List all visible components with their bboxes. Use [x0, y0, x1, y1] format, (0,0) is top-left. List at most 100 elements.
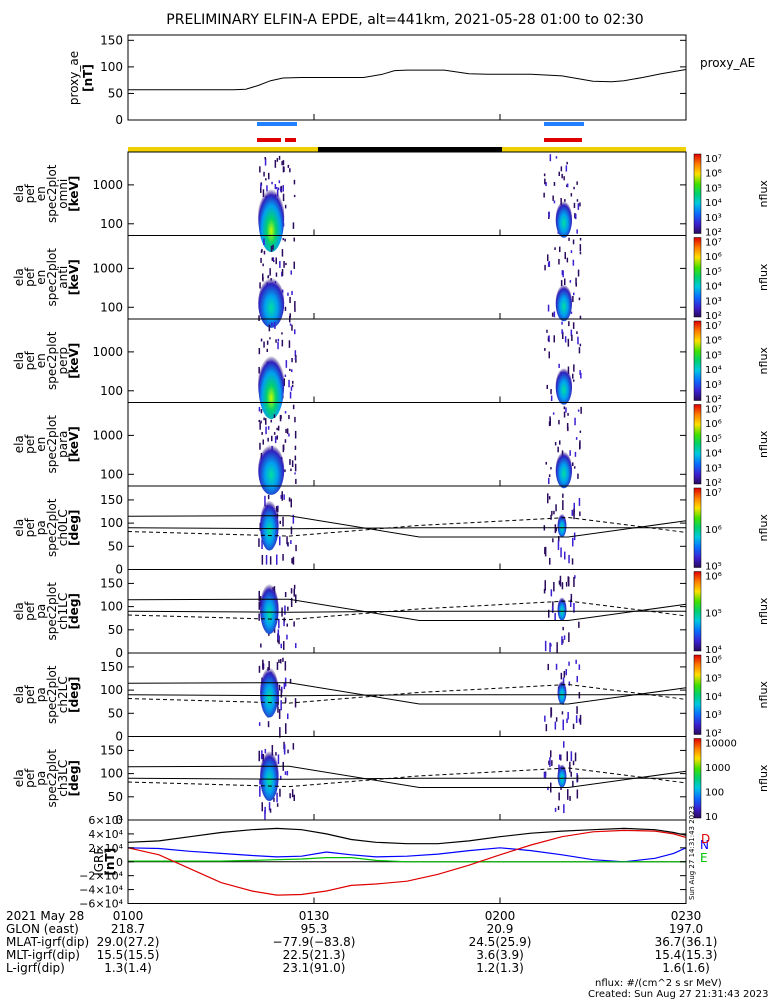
- panel-ylabel-line: ela: [12, 602, 26, 620]
- spectrogram-pixel: [290, 386, 293, 391]
- spectrogram-pixel: [263, 171, 265, 177]
- pitch-pixel: [261, 802, 263, 812]
- spectrogram-pixel: [293, 237, 295, 242]
- ytick-label: 100: [100, 384, 123, 398]
- pitch-pixel: [293, 794, 295, 801]
- dashed-reference-line: [127, 600, 687, 621]
- xaxis-row-value: −77.9(−83.8): [273, 935, 356, 949]
- ytick-label: 0: [115, 646, 123, 660]
- pitch-pixel: [568, 632, 570, 642]
- spectrogram-pixel: [273, 414, 276, 418]
- pitch-pixel: [291, 558, 293, 564]
- spectrogram-pixel: [564, 336, 567, 343]
- pitch-pixel: [560, 547, 562, 558]
- spectrogram-pixel: [275, 339, 277, 343]
- spectrogram-pixel: [560, 166, 563, 172]
- pitch-pixel: [289, 793, 291, 799]
- igrf-series-total: [127, 827, 687, 845]
- spectrogram-burst-1: [258, 181, 285, 253]
- spectrogram-pixel: [561, 329, 563, 335]
- pitch-burst-1: [260, 750, 279, 801]
- colorbar-tick-label: 10⁶: [705, 655, 722, 666]
- spectrogram-burst-1: [258, 348, 285, 420]
- spectrogram-pixel: [579, 430, 582, 433]
- spectrogram-pixel: [282, 160, 285, 166]
- spectrogram-pixel: [566, 184, 568, 187]
- pitch-pixel: [563, 670, 566, 678]
- pitch-pixel: [575, 659, 577, 664]
- pitch-pixel: [544, 773, 547, 779]
- loss-cone-line: [127, 682, 687, 705]
- pitch-pixel: [292, 743, 295, 750]
- spectrogram-pixel: [558, 363, 560, 368]
- spectrogram-pixel: [261, 432, 263, 435]
- spectrogram-pixel: [260, 257, 262, 263]
- spectrogram-pixel: [271, 257, 274, 261]
- spectrogram-pixel: [294, 350, 297, 357]
- anti-loss-cone-line: [127, 777, 686, 780]
- spectrogram-pixel: [543, 192, 545, 198]
- pitch-pixel: [562, 639, 564, 644]
- colorbar-label: nflux: [757, 430, 770, 458]
- colorbar: [693, 153, 702, 234]
- spectrogram-pixel: [573, 292, 575, 296]
- spectrogram-pixel: [558, 259, 560, 265]
- spectrogram-pixel: [574, 213, 576, 219]
- ytick-label: −6×10⁴: [79, 898, 123, 911]
- pitch-pixel: [558, 536, 560, 542]
- pitch-pixel: [562, 500, 564, 510]
- pitch-pixel: [277, 706, 279, 713]
- spectrogram-pixel: [288, 433, 290, 437]
- pitch-pixel: [549, 757, 551, 767]
- pitch-pixel: [287, 749, 289, 754]
- loss-cone-line: [127, 765, 687, 788]
- ae-ylabel-line-2: [nT]: [81, 64, 95, 92]
- spectrogram-pixel: [265, 418, 267, 425]
- colorbar-tick-label: 10²: [705, 478, 722, 489]
- xaxis-row: L-igrf(dip) 1.3(1.4) 23.1(91.0) 1.2(1.3) 1.6…: [6, 961, 710, 975]
- ytick-label: 1000: [92, 261, 123, 275]
- colorbar-tick-label: 10⁴: [705, 365, 722, 376]
- pitch-pixel: [544, 715, 546, 722]
- spectrogram-pixel: [545, 182, 547, 187]
- pitch-pixel: [561, 711, 564, 715]
- ae-series-line: [128, 69, 687, 91]
- spectrogram-pixel: [546, 384, 548, 389]
- ytick-label: 1000: [92, 345, 123, 359]
- igrf-legend-d: D: [701, 832, 710, 846]
- red-bar-1a: [257, 138, 281, 142]
- pitch-pixel: [574, 575, 576, 579]
- xaxis-row-value: 1.3(1.4): [104, 961, 152, 975]
- pitch-pixel: [573, 508, 575, 516]
- pitch-pixel: [561, 582, 564, 590]
- spectrogram-pixel: [260, 186, 262, 193]
- colorbar-tick-label: 10³: [705, 710, 722, 721]
- pitch-pixel: [261, 555, 264, 565]
- pitch-pixel: [569, 761, 571, 773]
- colorbar-label: nflux: [757, 347, 770, 375]
- pitch-pixel: [566, 751, 568, 762]
- igrf-series-N: [127, 847, 687, 863]
- pitch-pixel: [279, 536, 281, 546]
- spectrogram-pixel: [579, 442, 581, 450]
- pitch-pixel: [276, 792, 278, 803]
- panel-ylabel-line: en: [34, 353, 48, 368]
- spectrogram-pixel: [284, 469, 286, 473]
- ae-panel: 0 50 100 150 proxy_ae [nT] proxy_AE: [67, 33, 755, 127]
- panel-ylabel-line: pef: [23, 601, 37, 621]
- pitch-pixel: [547, 786, 549, 791]
- spectrogram-pixel: [577, 473, 579, 479]
- spectrogram-pixel: [279, 261, 281, 268]
- pitch-pixel: [279, 727, 281, 738]
- panel-frame: [127, 318, 687, 403]
- pitch-burst-1: [260, 667, 279, 718]
- ytick-label: 50: [108, 539, 123, 553]
- spectrogram-pixel: [278, 180, 281, 184]
- ytick-label: 50: [108, 623, 123, 637]
- spectrogram-pixel: [272, 244, 274, 250]
- spectrogram-pixel: [294, 329, 296, 335]
- loss-cone-line: [127, 515, 687, 538]
- spectrogram-pixel: [579, 251, 582, 255]
- pitch-pixel: [554, 524, 557, 534]
- pitch-pixel: [277, 754, 280, 765]
